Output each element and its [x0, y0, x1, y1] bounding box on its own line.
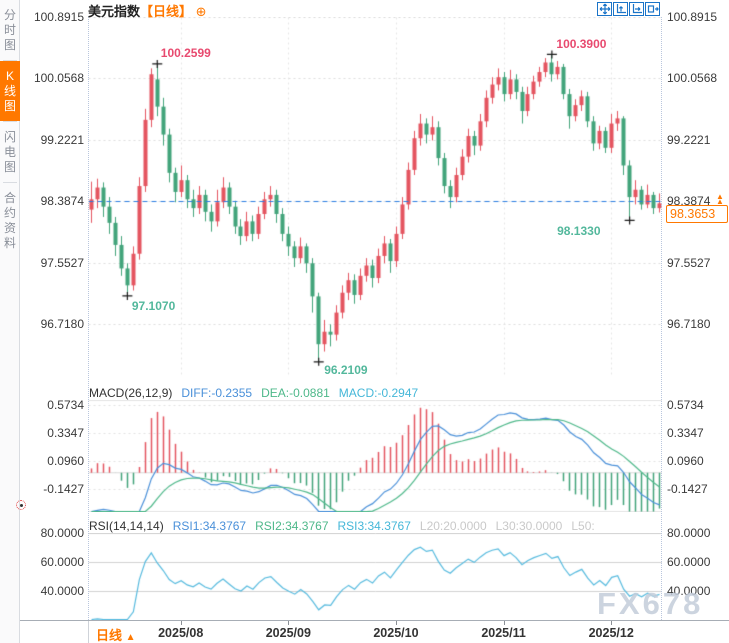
indicator-value: RSI3:34.3767: [337, 519, 411, 533]
y-axis-label: 100.0568: [33, 71, 84, 86]
indicator-settings-icon[interactable]: [16, 500, 26, 510]
x-axis-label: 2025/10: [373, 626, 419, 640]
macd-panel-canvas[interactable]: [88, 400, 662, 512]
chart-toolbar: [597, 2, 660, 16]
period-arrow-icon: ▲: [125, 632, 136, 643]
period-selector[interactable]: 日线 ▲: [96, 628, 136, 643]
y-axis-label: -0.1427: [43, 482, 84, 496]
x-axis-scale-icon[interactable]: [629, 2, 644, 16]
price-annotation: 98.1330: [557, 223, 601, 238]
y-axis-label: 80.0000: [667, 526, 711, 540]
y-axis-label: 99.2221: [667, 132, 711, 147]
y-axis-label: 0.3347: [667, 426, 704, 440]
rsi-panel-canvas[interactable]: [88, 533, 662, 620]
x-axis-label: 2025/11: [481, 626, 526, 640]
pan-icon[interactable]: [597, 2, 612, 16]
indicator-value: RSI(14,14,14): [89, 519, 164, 533]
footer-divider: [88, 621, 89, 643]
x-axis-tick: [503, 621, 505, 625]
x-axis-label: 2025/08: [158, 626, 204, 640]
indicator-value: L50:: [571, 519, 595, 533]
current-price-box: 98.3653: [666, 205, 728, 223]
x-axis-tick: [288, 621, 290, 625]
y-axis-label: 40.0000: [667, 584, 711, 598]
x-axis-label: 2025/09: [265, 626, 311, 640]
price-annotation: 100.2599: [160, 46, 211, 61]
x-axis-tick: [395, 621, 397, 625]
sidebar-tab-4[interactable]: 合约资料: [3, 191, 16, 250]
instrument-name: 美元指数: [88, 4, 141, 19]
indicator-value: L20:20.0000: [419, 519, 487, 533]
y-axis-label: 0.0960: [47, 454, 84, 468]
price-annotation: 96.2109: [324, 363, 368, 378]
indicator-value: DEA:-0.0881: [261, 386, 330, 400]
x-axis-label: 2025/12: [588, 626, 634, 640]
x-axis-tick: [180, 621, 182, 625]
y-axis-label: 96.7180: [667, 317, 711, 331]
y-axis-label: 0.5734: [47, 398, 84, 412]
sidebar-tab-3[interactable]: 闪电图: [3, 130, 16, 174]
indicator-value: RSI1:34.3767: [172, 519, 247, 533]
price-annotation: 100.3900: [556, 36, 607, 51]
y-axis-label: 0.0960: [667, 454, 704, 468]
price-annotation: 97.1070: [131, 299, 176, 314]
rsi-header: RSI(14,14,14) RSI1:34.3767 RSI2:34.3767 RSI…: [89, 519, 604, 533]
x-axis-tick: [611, 621, 613, 625]
sidebar-tab-1[interactable]: 分时图: [3, 8, 16, 52]
y-axis-label: 96.7180: [40, 317, 84, 331]
period-tag: 【日线】: [140, 4, 193, 19]
y-axis-label: 98.3874: [40, 194, 84, 209]
y-axis-label: 60.0000: [667, 555, 711, 569]
indicator-value: RSI2:34.3767: [255, 519, 329, 533]
y-axis-label: 100.8915: [33, 10, 84, 24]
macd-header: MACD(26,12,9) DIFF:-0.2355 DEA:-0.0881 MACD…: [89, 386, 427, 400]
y-axis-label: 97.5527: [667, 255, 711, 270]
add-indicator-icon[interactable]: ⊕: [195, 4, 207, 19]
main-chart-canvas[interactable]: [88, 17, 662, 377]
y-axis-label: 40.0000: [40, 584, 84, 598]
indicator-value: MACD(26,12,9): [89, 386, 173, 400]
y-axis-label: 80.0000: [40, 526, 84, 540]
y-axis-scale-icon[interactable]: [613, 2, 628, 16]
price-up-arrow-icon: ▲ ▲: [716, 192, 724, 206]
reset-view-icon[interactable]: [645, 2, 660, 16]
indicator-value: MACD:-0.2947: [338, 386, 419, 400]
indicator-value: DIFF:-0.2355: [181, 386, 253, 400]
y-axis-label: 97.5527: [40, 255, 84, 270]
y-axis-label: 0.3347: [47, 426, 84, 440]
y-axis-label: 100.8915: [667, 10, 718, 24]
y-axis-label: 0.5734: [667, 398, 704, 412]
y-axis-label: 60.0000: [40, 555, 84, 569]
x-axis-bar: 日线 ▲ 2025/08 2025/09 2025/10 2025/11 2025/12: [20, 620, 729, 643]
y-axis-label: -0.1427: [667, 482, 708, 496]
y-axis-label: 100.0568: [667, 71, 718, 86]
indicator-value: L30:30.0000: [495, 519, 563, 533]
y-axis-label: 98.3874: [667, 194, 711, 209]
chart-title: 美元指数【日线】 ⊕: [88, 1, 207, 19]
y-axis-label: 99.2221: [40, 132, 84, 147]
